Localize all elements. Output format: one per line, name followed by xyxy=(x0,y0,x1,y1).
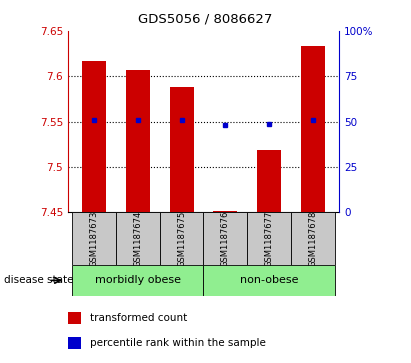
Text: non-obese: non-obese xyxy=(240,276,298,285)
Text: disease state: disease state xyxy=(4,276,74,285)
Text: GDS5056 / 8086627: GDS5056 / 8086627 xyxy=(139,13,272,26)
Text: GSM1187673: GSM1187673 xyxy=(90,211,99,267)
Bar xyxy=(126,70,150,212)
FancyBboxPatch shape xyxy=(203,265,335,296)
Text: morbidly obese: morbidly obese xyxy=(95,276,181,285)
FancyBboxPatch shape xyxy=(291,212,335,265)
FancyBboxPatch shape xyxy=(72,212,116,265)
FancyBboxPatch shape xyxy=(203,212,247,265)
Bar xyxy=(68,312,81,325)
Text: GSM1187678: GSM1187678 xyxy=(308,211,317,267)
FancyBboxPatch shape xyxy=(72,265,203,296)
FancyBboxPatch shape xyxy=(160,212,203,265)
Text: GSM1187675: GSM1187675 xyxy=(177,211,186,267)
Bar xyxy=(257,150,281,212)
Bar xyxy=(213,211,238,212)
Text: GSM1187674: GSM1187674 xyxy=(133,211,142,267)
FancyBboxPatch shape xyxy=(116,212,160,265)
Text: GSM1187677: GSM1187677 xyxy=(265,211,274,267)
Bar xyxy=(170,87,194,212)
Text: GSM1187676: GSM1187676 xyxy=(221,211,230,267)
Text: transformed count: transformed count xyxy=(90,313,187,323)
Bar xyxy=(82,61,106,212)
Bar xyxy=(68,337,81,349)
FancyBboxPatch shape xyxy=(247,212,291,265)
Text: percentile rank within the sample: percentile rank within the sample xyxy=(90,338,266,348)
Bar xyxy=(301,46,325,212)
